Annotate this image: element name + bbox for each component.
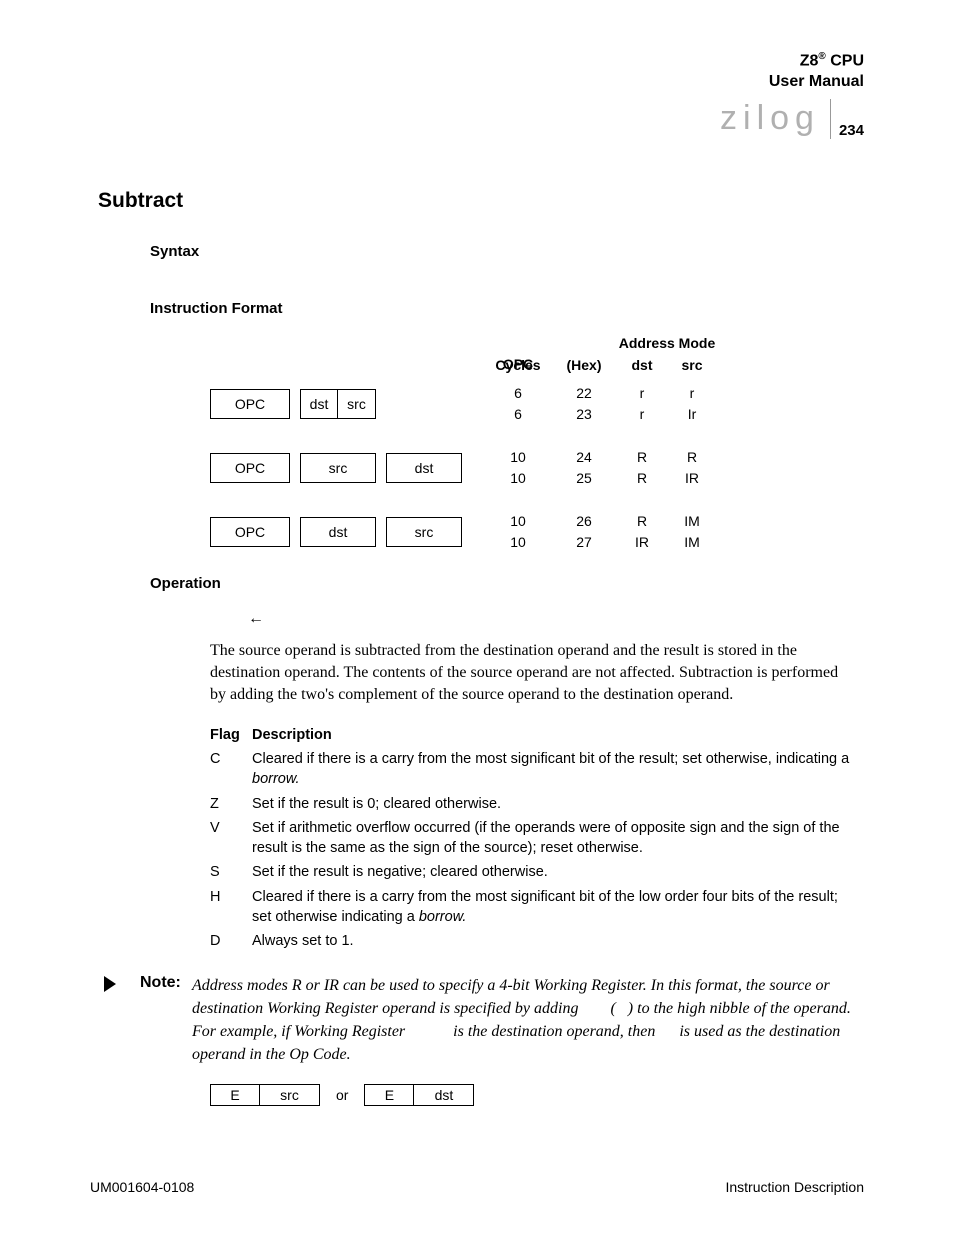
flag-letter: V (210, 818, 252, 859)
flag-col-head: Flag (210, 725, 252, 745)
right-cols: 66 2223 rr rIr (485, 383, 717, 425)
desc-col-head: Description (252, 725, 864, 745)
operation-text: The source operand is subtracted from th… (210, 640, 854, 707)
flag-desc: Set if the result is 0; cleared otherwis… (252, 794, 864, 814)
hdr-line1-pre: Z8 (800, 52, 819, 69)
flag-row: CCleared if there is a carry from the mo… (210, 749, 864, 790)
note-label: Note: (140, 974, 192, 1067)
box-dst: dst (386, 453, 462, 483)
flag-letter: Z (210, 794, 252, 814)
flags-table: Flag Description CCleared if there is a … (210, 725, 864, 952)
box-dst: dst (300, 389, 338, 419)
hdr-line2: User Manual (769, 73, 864, 90)
flag-desc: Always set to 1. (252, 931, 864, 951)
footer-left: UM001604-0108 (90, 1179, 194, 1195)
flag-desc: Set if arithmetic overflow occurred (if … (252, 818, 864, 859)
flag-row: HCleared if there is a carry from the mo… (210, 887, 864, 928)
page-number: 234 (830, 99, 864, 139)
operation-arrow: ← (248, 610, 864, 628)
box-opc: OPC (210, 389, 290, 419)
box-opc: OPC (210, 517, 290, 547)
format-row: OPC dst src 66 2223 rr rIr (210, 383, 864, 425)
flag-desc: Cleared if there is a carry from the mos… (252, 887, 864, 928)
nbox-dst: dst (414, 1084, 474, 1106)
syntax-heading: Syntax (150, 243, 864, 260)
box-src: src (338, 389, 376, 419)
box-src: src (386, 517, 462, 547)
box-src: src (300, 453, 376, 483)
addr-mode-hdr: Address Mode (617, 335, 717, 352)
instruction-format-heading: Instruction Format (150, 300, 864, 317)
format-area: OPC dst src 66 2223 rr rIr OPC src dst 1… (210, 383, 864, 553)
box-group: dst src (300, 389, 376, 419)
logo-text: zilog (720, 99, 820, 138)
or-text: or (336, 1087, 348, 1103)
flag-letter: D (210, 931, 252, 951)
format-row: OPC dst src 1010 2627 RIR IMIM (210, 511, 864, 553)
format-header: Address Mode (210, 335, 864, 352)
footer-right: Instruction Description (725, 1179, 864, 1195)
hdr-sup: ® (818, 51, 825, 62)
nibble-boxes: E src or E dst (210, 1084, 864, 1106)
format-row: OPC src dst 1010 2425 RR RIR (210, 447, 864, 489)
nbox-src: src (260, 1084, 320, 1106)
footer: UM001604-0108 Instruction Description (90, 1179, 864, 1195)
box-opc: OPC (210, 453, 290, 483)
box-dst: dst (300, 517, 376, 547)
hdr-line1-post: CPU (826, 52, 864, 69)
flag-letter: H (210, 887, 252, 928)
flag-letter: C (210, 749, 252, 790)
nbox-E2: E (364, 1084, 414, 1106)
flag-row: VSet if arithmetic overflow occurred (if… (210, 818, 864, 859)
flag-row: DAlways set to 1. (210, 931, 864, 951)
format-header-3: Cycles (Hex) dst src (210, 357, 864, 373)
note-row: Note: Address modes R or IR can be used … (90, 974, 864, 1067)
flag-desc: Cleared if there is a carry from the mos… (252, 749, 864, 790)
box-group: OPC (210, 389, 290, 419)
note-caret-icon (90, 974, 140, 1067)
operation-heading: Operation (150, 575, 864, 592)
flag-desc: Set if the result is negative; cleared o… (252, 862, 864, 882)
header-product: Z8® CPU User Manual (90, 50, 864, 93)
nbox-E: E (210, 1084, 260, 1106)
flag-row: ZSet if the result is 0; cleared otherwi… (210, 794, 864, 814)
note-text: Address modes R or IR can be used to spe… (192, 974, 864, 1067)
flag-row: SSet if the result is negative; cleared … (210, 862, 864, 882)
flag-letter: S (210, 862, 252, 882)
logo-row: zilog 234 (90, 99, 864, 139)
section-title: Subtract (98, 189, 864, 213)
